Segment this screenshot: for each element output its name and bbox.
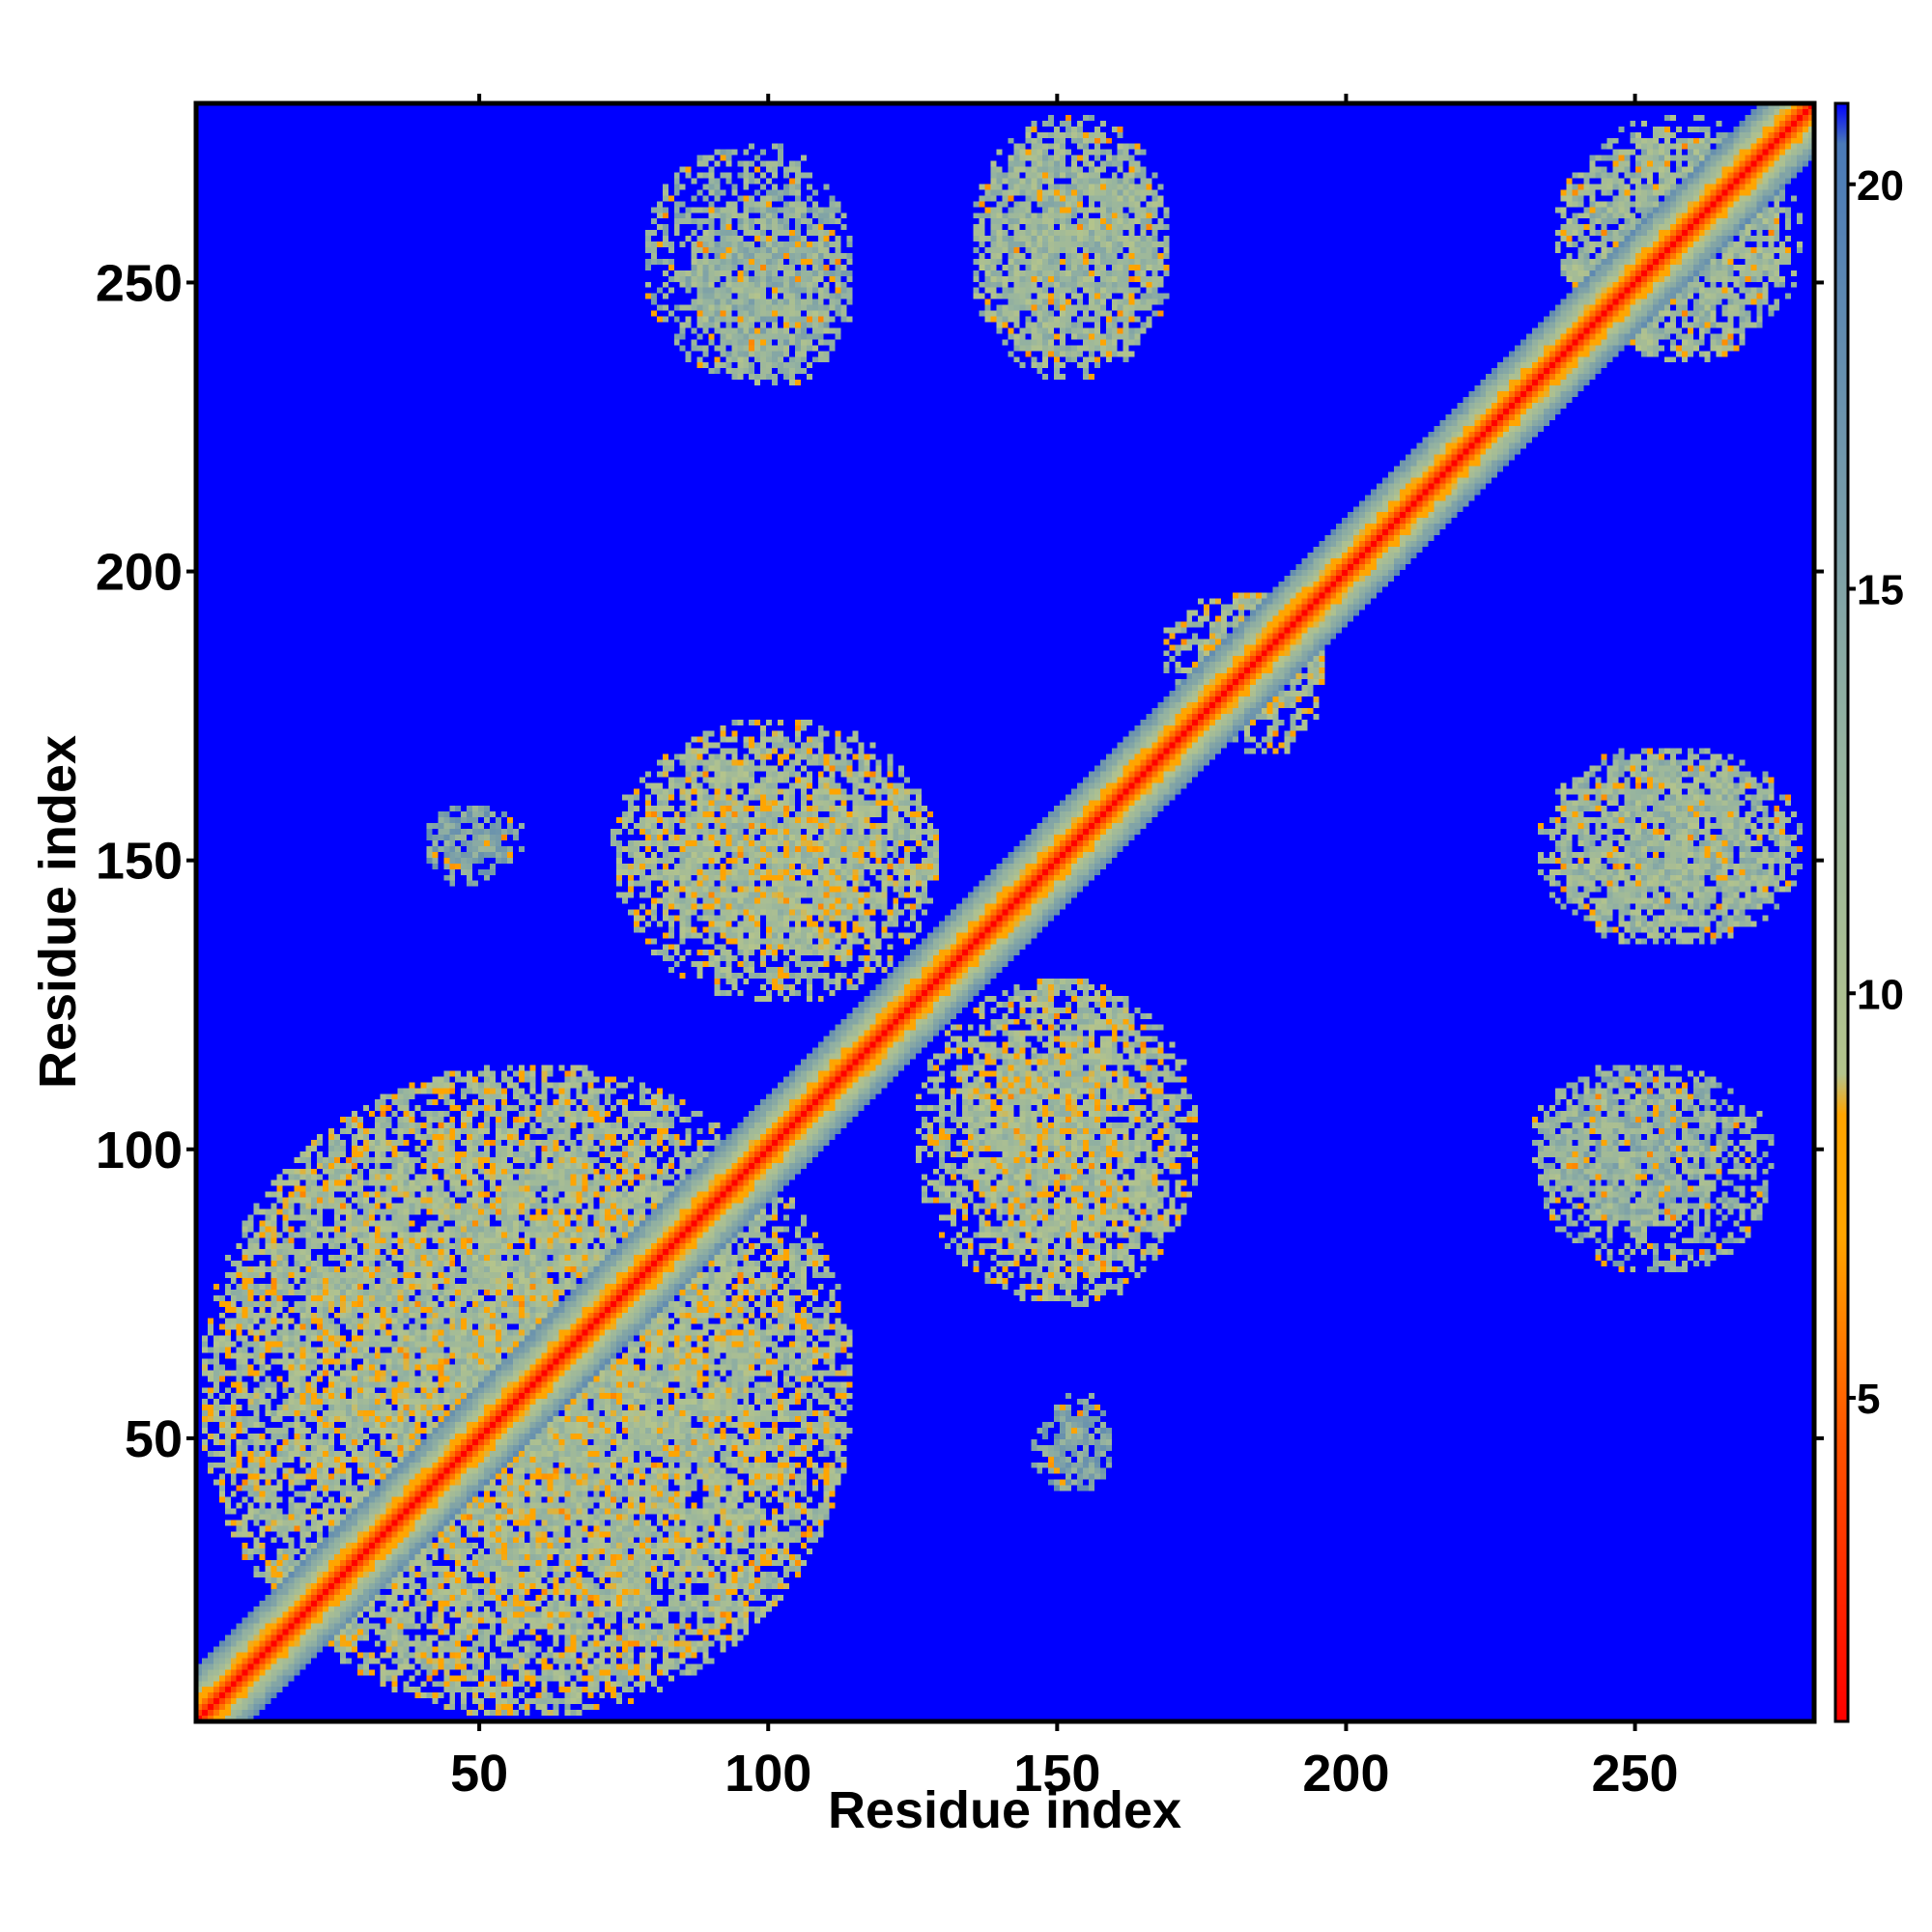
- x-tick-label: 100: [724, 1745, 811, 1803]
- colorbar-tick-label: 20: [1857, 162, 1904, 210]
- colorbar-tick-label: 10: [1857, 971, 1904, 1018]
- heatmap-image: [196, 103, 1814, 1721]
- heatmap-cells: [196, 103, 1814, 1721]
- colorbar-tick-label: 15: [1857, 567, 1904, 614]
- x-tick-label: 50: [450, 1745, 508, 1803]
- colorbar-ticks: 5 10 15 20: [1848, 162, 1904, 1423]
- plot-frame: [193, 100, 1817, 1724]
- colorbar-tick-label: 5: [1857, 1376, 1880, 1423]
- colorbar: [1833, 101, 1850, 1723]
- x-tick-label: 150: [1013, 1745, 1100, 1803]
- y-tick-label: 50: [125, 1410, 183, 1468]
- y-tick-label: 100: [96, 1122, 183, 1179]
- y-tick-label: 200: [96, 544, 183, 602]
- y-tick-label: 150: [96, 833, 183, 891]
- x-tick-label: 250: [1591, 1745, 1678, 1803]
- x-tick-label: 200: [1302, 1745, 1389, 1803]
- y-tick-label: 250: [96, 254, 183, 312]
- y-axis: 50 100 150 200 250: [96, 254, 1824, 1468]
- y-axis-label: Residue index: [29, 735, 87, 1089]
- x-axis: 50 100 150 200 250: [450, 94, 1679, 1803]
- x-axis-label: Residue index: [828, 1781, 1181, 1839]
